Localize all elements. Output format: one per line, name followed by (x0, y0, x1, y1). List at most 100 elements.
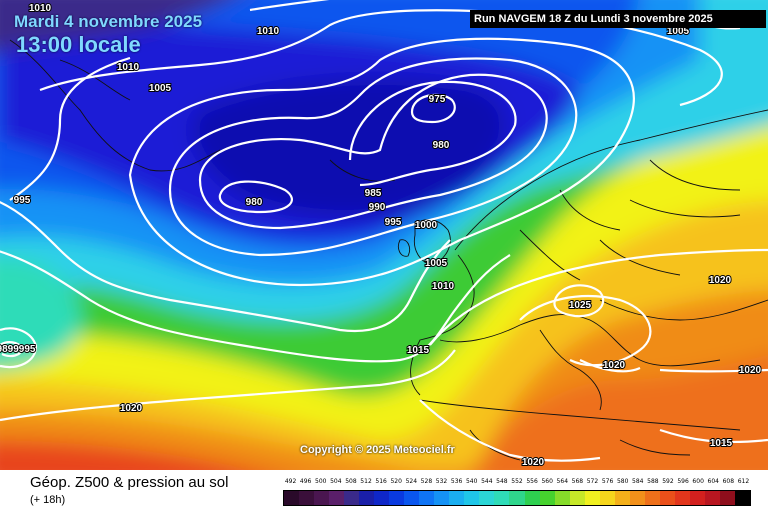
isobar-labels: 1010 1010 1010 1005 975 980 980 985 990 995 995 100… (0, 2, 763, 469)
scale-swatch (659, 491, 675, 505)
scale-swatch (569, 491, 585, 505)
scale-label: 508 (345, 478, 357, 485)
isobar-label: 990 (369, 202, 386, 213)
isobar-label: 1005 (425, 258, 448, 269)
color-scale-labels: 492 496 500 504 508 512 516 520 524 528 532 536 540 5… (283, 478, 751, 488)
scale-swatch (329, 491, 345, 505)
scale-label: 580 (616, 478, 629, 485)
scale-label: 492 (284, 478, 297, 485)
scale-label: 572 (586, 478, 599, 485)
scale-label: 496 (299, 478, 312, 485)
scale-swatch (674, 491, 690, 505)
isobar-label: 1020 (709, 275, 732, 286)
color-field (0, 0, 768, 470)
isobar-label: 1005 (667, 26, 690, 37)
scale-label: 504 (330, 478, 342, 485)
isobar-label: 1010 (29, 3, 52, 14)
scale-label: 568 (571, 478, 584, 485)
scale-label: 528 (420, 478, 433, 485)
scale-swatch (479, 491, 495, 505)
scale-swatch (419, 491, 435, 505)
scale-label: 520 (390, 478, 402, 485)
isobar-label: 980 (246, 197, 263, 208)
isobar-label: 1010 (257, 26, 280, 37)
scale-swatch (734, 491, 750, 505)
scale-swatch (284, 491, 300, 505)
scale-label: 564 (556, 478, 569, 485)
scale-label: 604 (707, 478, 719, 485)
isobar-label: 1020 (603, 360, 626, 371)
scale-label: 536 (450, 478, 463, 485)
scale-label: 500 (315, 478, 327, 485)
isobar-label: 1010 (432, 281, 455, 292)
scale-label: 608 (722, 478, 735, 485)
scale-label: 584 (632, 478, 644, 485)
scale-label: 612 (737, 478, 750, 485)
forecast-date: Mardi 4 novembre 2025 (14, 12, 203, 31)
scale-swatch (584, 491, 600, 505)
scale-swatch (539, 491, 555, 505)
scale-swatch (689, 491, 705, 505)
scale-label: 592 (662, 478, 674, 485)
coastlines (9, 39, 768, 461)
isobar-label: 9899995 (0, 344, 36, 355)
scale-swatch (359, 491, 375, 505)
scale-swatch (434, 491, 450, 505)
isobar-label: 1000 (415, 220, 438, 231)
isobar-label: 1005 (149, 83, 172, 94)
scale-label: 524 (405, 478, 418, 485)
scale-label: 548 (496, 478, 508, 485)
scale-label: 544 (481, 478, 493, 485)
scale-swatch (404, 491, 420, 505)
scale-label: 576 (601, 478, 614, 485)
scale-label: 540 (465, 478, 478, 485)
scale-label: 516 (375, 478, 387, 485)
isobar-label: 1010 (117, 62, 140, 73)
lead-time: (+ 18h) (30, 494, 66, 506)
isobar-lines (0, 0, 768, 461)
scale-swatch (299, 491, 315, 505)
scale-swatch (344, 491, 360, 505)
isobar-label: 1015 (407, 345, 430, 356)
scale-swatch (509, 491, 525, 505)
scale-swatch (524, 491, 540, 505)
isobar-label: 1020 (739, 365, 762, 376)
scale-label: 596 (677, 478, 689, 485)
scale-label: 560 (541, 478, 553, 485)
scale-label: 552 (511, 478, 523, 485)
model-run-label: Run NAVGEM 18 Z du Lundi 3 novembre 2025 (470, 10, 766, 28)
scale-swatch (719, 491, 735, 505)
isobar-label: 975 (429, 94, 446, 105)
scale-swatch (494, 491, 510, 505)
scale-swatch (449, 491, 465, 505)
isobar-label: 980 (433, 140, 450, 151)
scale-swatch (629, 491, 645, 505)
scale-swatch (389, 491, 405, 505)
scale-swatch (644, 491, 660, 505)
isobar-label: 1015 (710, 438, 733, 449)
geopotential-map: 1010 1010 1010 1005 975 980 980 985 990 995 995 100… (0, 0, 768, 470)
isobar-label: 985 (365, 188, 382, 199)
scale-swatch (704, 491, 720, 505)
scale-swatch (374, 491, 390, 505)
forecast-time: 13:00 locale (16, 32, 141, 57)
isobar-label: 995 (14, 195, 31, 206)
scale-label: 600 (692, 478, 704, 485)
scale-label: 532 (435, 478, 448, 485)
scale-swatch (554, 491, 570, 505)
scale-label: 512 (360, 478, 372, 485)
isobar-label: 1025 (569, 300, 592, 311)
isobar-label: 1020 (522, 457, 545, 468)
copyright-text: Copyright © 2025 Meteociel.fr (300, 444, 455, 456)
scale-swatch (599, 491, 615, 505)
product-title: Géop. Z500 & pression au sol (30, 474, 229, 491)
scale-swatch (614, 491, 630, 505)
isobar-label: 995 (385, 217, 402, 228)
scale-label: 556 (526, 478, 538, 485)
color-scale (283, 490, 751, 506)
isobar-label: 1020 (120, 403, 143, 414)
scale-swatch (464, 491, 480, 505)
scale-swatch (314, 491, 330, 505)
scale-label: 588 (647, 478, 659, 485)
